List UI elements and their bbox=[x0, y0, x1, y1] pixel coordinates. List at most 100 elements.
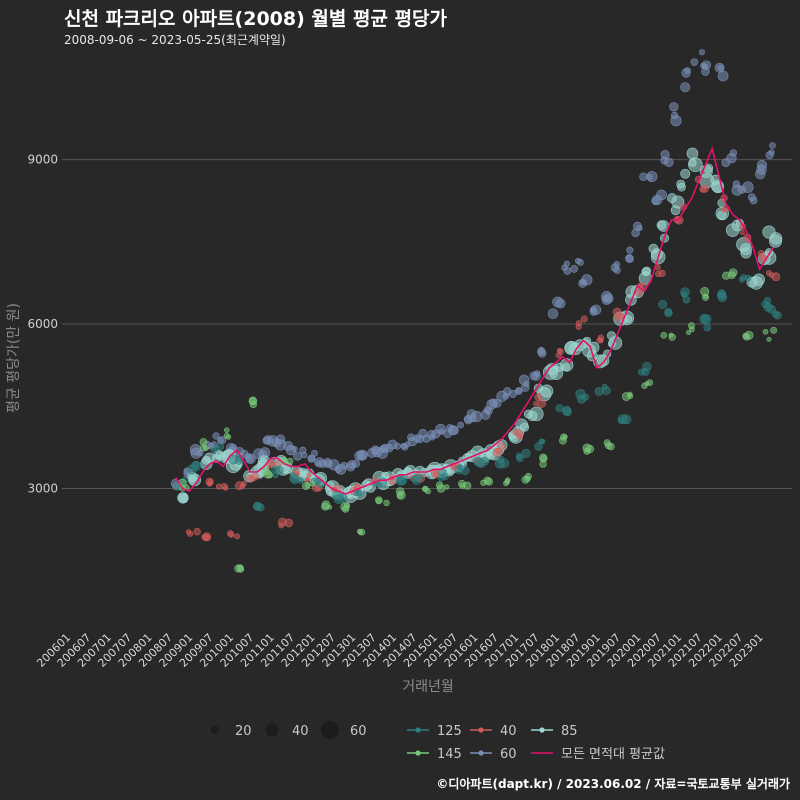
data-point-60 bbox=[601, 294, 612, 305]
data-point-60 bbox=[533, 370, 541, 377]
data-point-60 bbox=[190, 447, 202, 459]
data-point-60 bbox=[651, 194, 663, 205]
data-point-60 bbox=[613, 266, 621, 274]
data-point-125 bbox=[594, 387, 604, 396]
data-point-40 bbox=[268, 461, 275, 467]
data-point-60 bbox=[731, 184, 743, 196]
data-point-60 bbox=[334, 465, 342, 473]
data-point-125 bbox=[338, 493, 348, 503]
data-point-145 bbox=[627, 391, 633, 397]
data-point-145 bbox=[689, 326, 695, 333]
data-point-85 bbox=[554, 362, 564, 372]
data-point-145 bbox=[223, 427, 230, 433]
legend-label: 85 bbox=[561, 724, 578, 739]
legend-label: 60 bbox=[500, 747, 517, 762]
data-point-125 bbox=[397, 475, 408, 486]
data-point-125 bbox=[412, 474, 420, 483]
data-point-145 bbox=[383, 499, 390, 507]
data-point-125 bbox=[621, 414, 632, 425]
data-point-60 bbox=[301, 452, 308, 459]
data-point-60 bbox=[457, 421, 465, 429]
data-point-125 bbox=[601, 383, 608, 390]
data-point-60 bbox=[563, 267, 572, 275]
data-point-40 bbox=[575, 320, 582, 327]
data-point-60 bbox=[625, 254, 634, 263]
data-point-145 bbox=[583, 447, 591, 455]
data-point-125 bbox=[701, 314, 712, 325]
data-point-60 bbox=[579, 278, 587, 286]
data-point-60 bbox=[690, 58, 699, 66]
data-point-145 bbox=[538, 453, 548, 463]
data-point-40 bbox=[207, 481, 213, 487]
data-point-145 bbox=[762, 328, 769, 335]
data-point-145 bbox=[742, 332, 749, 339]
data-point-125 bbox=[191, 461, 202, 472]
data-point-145 bbox=[641, 382, 648, 389]
data-point-40 bbox=[739, 230, 745, 235]
data-point-40 bbox=[514, 429, 523, 438]
data-point-125 bbox=[460, 465, 470, 476]
data-point-60 bbox=[742, 181, 754, 193]
data-point-40 bbox=[227, 530, 234, 537]
data-point-145 bbox=[459, 482, 466, 489]
data-point-85 bbox=[519, 422, 530, 432]
data-point-60 bbox=[492, 398, 502, 408]
size-legend-label: 60 bbox=[350, 724, 367, 739]
data-point-40 bbox=[240, 480, 247, 487]
data-point-40 bbox=[234, 533, 241, 540]
data-point-125 bbox=[642, 361, 652, 372]
y-tick-label: 6000 bbox=[27, 317, 58, 331]
data-point-145 bbox=[396, 492, 404, 499]
data-point-60 bbox=[212, 432, 220, 440]
data-point-85 bbox=[624, 315, 633, 323]
legend-swatch-dot bbox=[478, 750, 484, 756]
y-axis-label: 평균 평당가(만 원) bbox=[6, 303, 22, 413]
size-legend-circle bbox=[265, 723, 279, 737]
data-point-145 bbox=[343, 502, 351, 509]
data-point-85 bbox=[677, 182, 686, 192]
data-point-145 bbox=[483, 476, 492, 485]
data-point-125 bbox=[680, 287, 690, 297]
data-point-125 bbox=[441, 472, 449, 481]
data-point-40 bbox=[771, 272, 781, 282]
data-point-60 bbox=[449, 425, 459, 435]
data-point-60 bbox=[702, 63, 709, 70]
data-point-60 bbox=[769, 142, 776, 149]
data-point-40 bbox=[187, 530, 194, 537]
data-point-60 bbox=[639, 172, 648, 181]
data-point-125 bbox=[473, 456, 483, 467]
data-point-125 bbox=[274, 465, 284, 475]
data-point-60 bbox=[660, 156, 669, 165]
data-point-60 bbox=[384, 444, 394, 453]
data-point-40 bbox=[294, 468, 300, 474]
data-point-40 bbox=[304, 477, 310, 483]
data-point-125 bbox=[297, 476, 304, 484]
legend: 20 40 60 125 40 85 145 60 모든 면적대 평균값 bbox=[211, 721, 665, 762]
data-point-125 bbox=[717, 292, 728, 302]
data-point-85 bbox=[593, 354, 607, 369]
page-subtitle: 2008-09-06 ~ 2023-05-25(최근계약일) bbox=[64, 33, 286, 47]
data-point-125 bbox=[534, 442, 543, 451]
legend-label: 모든 면적대 평균값 bbox=[561, 747, 665, 762]
data-point-40 bbox=[193, 527, 201, 536]
data-point-145 bbox=[505, 477, 511, 483]
data-point-60 bbox=[747, 193, 756, 202]
data-point-40 bbox=[580, 315, 588, 323]
data-point-145 bbox=[443, 484, 450, 490]
x-axis-label: 거래년월 bbox=[402, 679, 454, 695]
data-point-85 bbox=[527, 410, 538, 421]
data-point-145 bbox=[356, 528, 363, 535]
data-point-60 bbox=[633, 221, 642, 231]
average-line-layer bbox=[175, 146, 774, 495]
data-point-125 bbox=[521, 448, 531, 458]
data-point-60 bbox=[570, 265, 578, 273]
data-point-40 bbox=[284, 518, 294, 528]
data-point-60 bbox=[509, 389, 517, 398]
data-point-125 bbox=[738, 276, 745, 283]
data-point-60 bbox=[415, 434, 425, 444]
data-point-145 bbox=[521, 475, 530, 484]
data-point-40 bbox=[635, 289, 643, 297]
size-legend-label: 40 bbox=[292, 724, 309, 739]
data-point-60 bbox=[590, 304, 602, 316]
